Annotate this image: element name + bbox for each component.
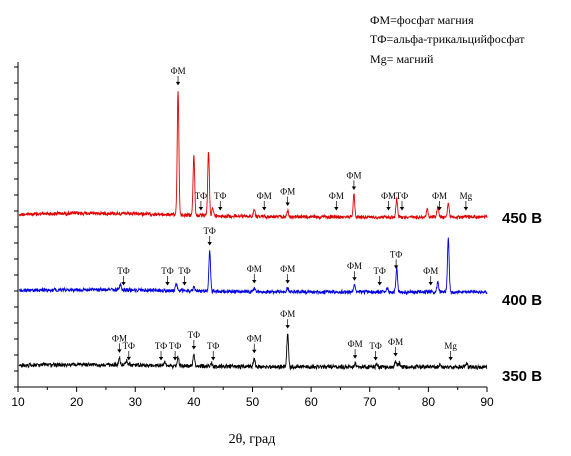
peak-arrowhead	[373, 357, 378, 361]
peak-arrowhead	[399, 207, 405, 211]
peak-label: ФМ	[247, 334, 262, 344]
peak-label: ТФ	[155, 341, 167, 351]
peak-arrowhead	[285, 202, 290, 207]
peak-label: ФМ	[423, 266, 438, 276]
peak-label: ТФ	[203, 226, 215, 236]
peak-arrowhead	[352, 355, 358, 359]
x-tick-label: 80	[422, 395, 436, 409]
peak-label: ТФ	[161, 266, 173, 276]
x-tick-label: 10	[11, 395, 25, 409]
peak-label: ТФ	[214, 191, 226, 201]
peak-label: ФМ	[280, 309, 295, 319]
x-tick-label: 30	[129, 395, 143, 409]
peak-label: ФМ	[280, 187, 295, 197]
peak-arrowhead	[428, 282, 433, 286]
peak-label: ФМ	[280, 264, 295, 274]
legend-note-fm: ФМ=фосфат магния	[370, 13, 474, 27]
peak-arrowhead	[386, 207, 391, 211]
x-axis-label: 2θ, град	[229, 432, 276, 447]
series-line	[18, 333, 488, 371]
series-label: 400 В	[502, 292, 542, 309]
legend-notes: ФМ=фосфат магния ТФ=альфа-трикальцийфосф…	[370, 13, 525, 66]
peak-label: ТФ	[369, 341, 381, 351]
peak-label: ФМ	[329, 191, 344, 201]
peak-arrowhead	[218, 207, 223, 211]
series-labels: 450 В 400 В 350 В	[502, 210, 542, 385]
peak-arrowhead	[117, 349, 122, 353]
peak-arrowhead	[334, 207, 339, 211]
peak-arrowhead	[211, 357, 216, 361]
series-layer	[18, 91, 488, 371]
peak-arrowhead	[252, 279, 257, 284]
peak-label: ТФ	[390, 249, 402, 259]
peak-label: ТФ	[195, 191, 207, 201]
x-tick-label: 40	[187, 395, 201, 409]
x-tick-label: 20	[70, 395, 84, 409]
legend-note-mg: Mg= магний	[370, 52, 434, 66]
peak-label: ФМ	[257, 191, 272, 201]
peak-arrowhead	[393, 352, 398, 357]
peak-arrowhead	[207, 241, 212, 246]
peak-label: ТФ	[178, 266, 190, 276]
peak-arrowhead	[285, 280, 290, 284]
peak-label: ТФ	[396, 191, 408, 201]
peak-arrowhead	[172, 357, 178, 361]
peak-label: ТФ	[207, 341, 219, 351]
peak-arrowhead	[126, 356, 132, 361]
peak-arrowhead	[377, 282, 382, 286]
peak-label: ФМ	[348, 339, 363, 349]
peak-label: Mg	[460, 191, 473, 201]
series-line	[18, 237, 488, 296]
peak-arrowhead	[175, 81, 181, 86]
peak-label: ТФ	[374, 266, 386, 276]
peak-label: ТФ	[188, 330, 200, 340]
peak-label: ФМ	[346, 170, 361, 180]
x-tick-label: 90	[480, 395, 494, 409]
peak-label: ФМ	[247, 264, 262, 274]
peak-arrowhead	[437, 207, 442, 211]
x-tick-label: 50	[246, 395, 260, 409]
peak-arrowhead	[158, 357, 164, 361]
y-ticks	[14, 66, 18, 388]
peak-label: ФМ	[170, 66, 185, 76]
peak-arrowhead	[252, 349, 257, 354]
peak-arrowhead	[121, 281, 126, 286]
peak-arrowhead	[448, 357, 453, 361]
peak-arrowhead	[198, 207, 204, 211]
peak-label: ФМ	[347, 261, 362, 271]
peak-label: ФМ	[381, 191, 396, 201]
series-label: 450 В	[502, 210, 542, 227]
axes: 10 20 30 40 50 60 70 80 90	[11, 62, 494, 409]
peak-arrowhead	[463, 207, 469, 211]
x-tick-label: 70	[363, 395, 377, 409]
peak-arrowhead	[191, 346, 197, 350]
series-line	[18, 91, 488, 221]
peak-arrowhead	[165, 282, 170, 286]
series-label: 350 В	[502, 368, 542, 385]
peak-label: ФМ	[432, 191, 447, 201]
peak-arrowhead	[352, 277, 357, 281]
peak-arrowhead	[351, 186, 357, 190]
peak-label: ТФ	[169, 341, 181, 351]
peak-arrowhead	[393, 265, 399, 269]
peak-label: ФМ	[388, 337, 403, 347]
peak-label: Mg	[444, 341, 457, 351]
peak-label: ТФ	[123, 341, 135, 351]
peak-arrowhead	[262, 207, 267, 211]
legend-note-tf: ТФ=альфа-трикальцийфосфат	[370, 32, 525, 46]
peak-arrowhead	[182, 282, 187, 286]
peak-label: ФМ	[112, 333, 127, 343]
x-ticks: 10 20 30 40 50 60 70 80 90	[11, 387, 494, 409]
peak-label: ТФ	[117, 266, 129, 276]
peak-arrowhead	[285, 325, 290, 329]
x-tick-label: 60	[304, 395, 318, 409]
